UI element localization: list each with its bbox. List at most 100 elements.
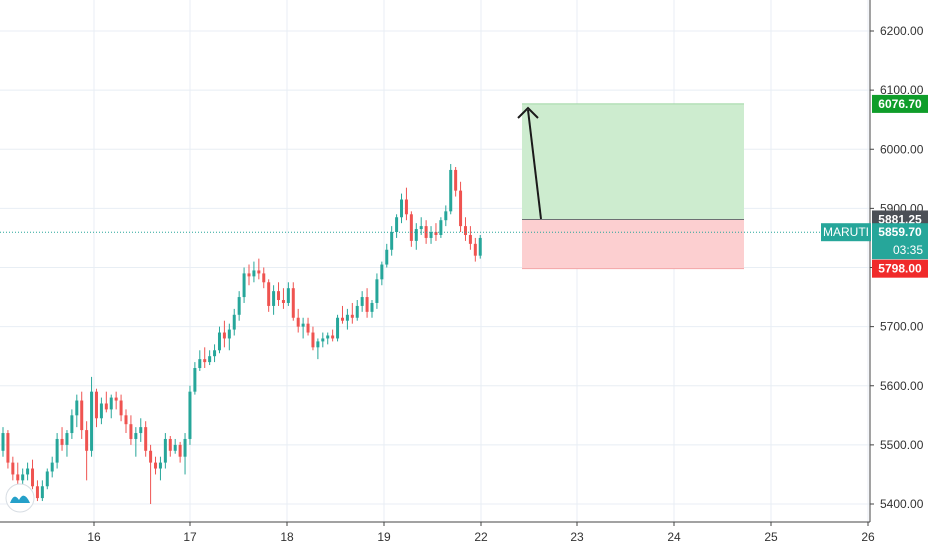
candle-body	[247, 273, 251, 277]
candle-body	[163, 438, 167, 463]
candle-body	[316, 341, 320, 348]
target-price-label-text: 6076.70	[878, 97, 922, 111]
candle	[90, 376, 94, 457]
candle	[70, 409, 74, 439]
candle-body	[26, 468, 30, 475]
candle	[321, 332, 325, 348]
candle	[139, 418, 143, 442]
candle	[193, 362, 197, 395]
candle	[227, 323, 231, 351]
entry-price-label-text: 5881.25	[878, 212, 922, 226]
candle-body	[281, 300, 285, 303]
y-tick-label: 6000.00	[880, 142, 924, 156]
candle	[149, 444, 153, 504]
candle-body	[301, 323, 305, 327]
candle	[439, 217, 443, 238]
candle-body	[124, 415, 128, 425]
candle	[26, 462, 30, 481]
candle-body	[114, 397, 118, 401]
candle-body	[149, 450, 153, 463]
x-tick-label: 19	[377, 530, 391, 544]
candle-body	[119, 400, 123, 416]
candle	[360, 291, 364, 312]
candle-body	[345, 314, 349, 321]
candle	[237, 291, 241, 321]
candle	[6, 430, 10, 469]
candle-body	[326, 335, 330, 339]
candle-body	[395, 217, 399, 233]
candle	[390, 226, 394, 256]
candle-body	[478, 237, 482, 256]
candle	[316, 338, 320, 360]
y-tick-label: 5700.00	[880, 320, 924, 334]
candle	[129, 415, 133, 445]
candle	[463, 217, 467, 241]
candle-body	[109, 397, 113, 410]
candle	[277, 282, 281, 306]
stop-price-label-bg	[872, 259, 928, 278]
candle-body	[11, 462, 15, 475]
current-price-label: 5859.70 03:35	[872, 223, 928, 260]
candle-body	[380, 264, 384, 280]
countdown-text: 03:35	[893, 243, 923, 257]
candle-body	[257, 270, 261, 274]
candle-body	[21, 474, 25, 481]
candle	[429, 226, 433, 244]
candle-body	[193, 368, 197, 392]
candle	[385, 243, 389, 268]
candle-body	[178, 444, 182, 457]
y-tick-label: 5400.00	[880, 497, 924, 511]
candle	[473, 237, 477, 262]
candle	[55, 433, 59, 469]
candle-body	[85, 430, 89, 451]
tradingview-logo-icon	[5, 483, 35, 513]
candle-body	[104, 403, 108, 410]
candle-body	[340, 317, 344, 321]
candle	[75, 394, 79, 428]
candle	[119, 394, 123, 422]
candle-body	[360, 297, 364, 306]
candle-body	[213, 350, 217, 357]
candle	[257, 258, 261, 280]
candle	[281, 288, 285, 309]
candle	[217, 326, 221, 354]
profit-zone	[522, 103, 744, 220]
candle	[65, 430, 69, 457]
candle-body	[404, 199, 408, 215]
candle	[375, 273, 379, 309]
candle-body	[262, 273, 266, 283]
candle-body	[272, 291, 276, 306]
x-tick-label: 25	[764, 530, 778, 544]
candle	[50, 456, 54, 478]
candle-body	[434, 232, 438, 235]
candle	[45, 468, 49, 490]
candle-body	[291, 288, 295, 318]
candle-body	[439, 220, 443, 235]
candle	[454, 166, 458, 197]
candle-body	[129, 424, 133, 439]
candle	[419, 217, 423, 235]
candle	[262, 267, 266, 289]
candle-body	[286, 288, 290, 303]
target-price-label-bg	[872, 94, 928, 113]
candle-body	[277, 291, 281, 301]
candle-body	[454, 169, 458, 191]
loss-zone	[522, 219, 744, 269]
arrow-shaft	[527, 109, 542, 220]
candle-body	[55, 438, 59, 463]
candle	[296, 308, 300, 333]
candle-body	[473, 243, 477, 256]
candle	[247, 264, 251, 286]
candle-body	[45, 471, 49, 487]
tradingview-logo[interactable]	[5, 483, 35, 513]
candle-body	[65, 433, 69, 445]
candle	[40, 480, 44, 502]
candle	[336, 314, 340, 342]
candle-body	[232, 314, 236, 330]
chart-grid	[0, 0, 870, 522]
candle-body	[252, 270, 256, 277]
position-tool[interactable]	[522, 103, 744, 270]
candle	[301, 317, 305, 339]
